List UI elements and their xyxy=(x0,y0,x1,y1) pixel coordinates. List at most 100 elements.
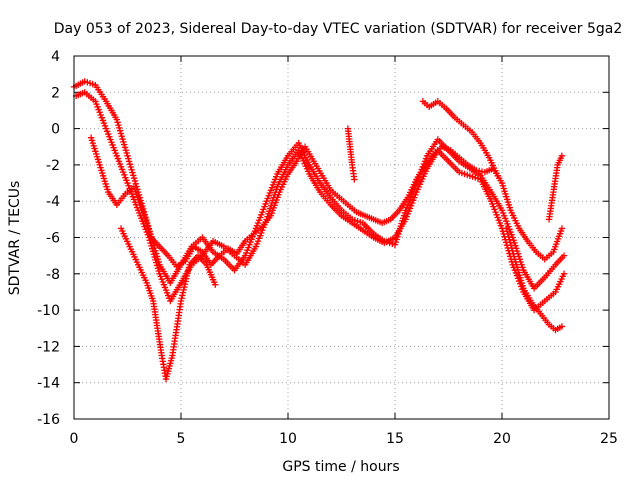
series-track-1 xyxy=(70,78,568,292)
data-point xyxy=(113,116,120,123)
data-point-dense xyxy=(184,269,191,277)
data-point xyxy=(494,172,501,179)
data-point-dense xyxy=(185,264,193,271)
series-track-3 xyxy=(87,134,566,270)
data-point-dense xyxy=(178,295,185,302)
x-tick-label: 20 xyxy=(493,431,511,447)
data-point-dense xyxy=(126,161,134,168)
data-point-dense xyxy=(507,242,515,249)
data-point-dense xyxy=(183,275,190,282)
plot-frame xyxy=(73,55,610,420)
y-tick-label: -4 xyxy=(46,194,60,210)
data-point-dense xyxy=(127,163,134,171)
x-tick-label: 25 xyxy=(600,431,618,447)
y-tick-label: -8 xyxy=(46,267,60,283)
series-track-7 xyxy=(503,225,566,334)
data-point xyxy=(560,270,568,277)
data-point xyxy=(212,281,219,288)
data-point xyxy=(558,225,566,232)
data-point-dense xyxy=(125,158,133,165)
data-point-dense xyxy=(185,267,192,274)
data-point-dense xyxy=(118,133,125,140)
data-point-dense xyxy=(122,147,130,154)
data-point-dense xyxy=(153,259,160,266)
chart-title: Day 053 of 2023, Sidereal Day-to-day VTE… xyxy=(54,21,623,37)
data-point-dense xyxy=(510,253,518,260)
y-tick-label: 4 xyxy=(51,49,60,65)
data-point-dense xyxy=(506,239,514,246)
data-point-dense xyxy=(179,289,187,296)
data-point-dense xyxy=(130,174,138,182)
y-tick-label: -12 xyxy=(37,339,60,355)
data-point-dense xyxy=(181,283,188,291)
y-tick-label: -2 xyxy=(46,158,60,174)
x-tick-labels: 0 5 10 15 20 25 xyxy=(70,431,618,447)
data-point-dense xyxy=(116,127,124,134)
data-point-dense xyxy=(121,144,129,151)
data-point-dense xyxy=(181,281,189,288)
series-track-4 xyxy=(117,225,219,383)
data-point-dense xyxy=(503,228,511,235)
y-tick-labels: 4 2 0 -2 -4 -6 -8 -10 -12 -14 -16 xyxy=(37,49,60,428)
data-point-dense xyxy=(506,236,513,243)
data-point-dense xyxy=(130,172,137,179)
data-point-dense xyxy=(155,267,162,275)
data-point-dense xyxy=(508,244,515,252)
data-point-dense xyxy=(121,141,128,148)
y-tick-label: -6 xyxy=(46,231,60,247)
data-point-dense xyxy=(153,262,161,269)
x-axis-label: GPS time / hours xyxy=(282,459,399,475)
data-point-dense xyxy=(131,177,139,185)
series-track-5 xyxy=(344,125,358,183)
data-point-dense xyxy=(152,256,159,264)
grid xyxy=(74,56,609,419)
data-point-dense xyxy=(123,149,130,157)
data-point-dense xyxy=(149,248,157,255)
data-point-dense xyxy=(179,292,186,299)
data-point-dense xyxy=(125,155,132,162)
series-track-6 xyxy=(419,98,501,179)
data-point-dense xyxy=(180,286,187,294)
y-tick-label: 2 xyxy=(51,85,60,101)
data-point-dense xyxy=(129,169,136,176)
data-point-dense xyxy=(510,250,517,257)
data-point xyxy=(177,297,185,305)
data-point-dense xyxy=(148,242,155,250)
x-tick-label: 5 xyxy=(177,431,186,447)
data-point-dense xyxy=(114,119,121,126)
data-point-dense xyxy=(116,124,123,132)
data-point-dense xyxy=(504,230,512,238)
x-tick-label: 15 xyxy=(386,431,404,447)
data-point-dense xyxy=(183,272,191,280)
y-tick-label: -10 xyxy=(37,303,60,319)
data-point-dense xyxy=(182,278,189,285)
y-tick-label: -16 xyxy=(37,412,60,428)
data-point-dense xyxy=(154,265,162,272)
data-point-dense xyxy=(117,130,125,137)
y-tick-label: -14 xyxy=(37,376,60,392)
y-tick-label: 0 xyxy=(51,122,60,138)
data-point-dense xyxy=(151,253,158,261)
data-point xyxy=(558,323,566,330)
data-point-dense xyxy=(128,166,135,173)
data-point-dense xyxy=(148,245,156,252)
data-point-dense xyxy=(115,121,122,129)
x-tick-label: 0 xyxy=(70,431,79,447)
data-point xyxy=(560,252,568,259)
data-point-dense xyxy=(146,237,153,244)
data-point xyxy=(558,152,566,160)
data-point xyxy=(503,225,510,232)
series-track-8 xyxy=(545,152,566,223)
data-point-dense xyxy=(150,251,158,258)
x-tick-label: 10 xyxy=(279,431,297,447)
data-point-dense xyxy=(147,239,154,247)
y-axis-label: SDTVAR / TECUs xyxy=(7,181,23,296)
data-point-dense xyxy=(120,138,127,146)
data-point-dense xyxy=(509,247,516,255)
data-point xyxy=(124,152,131,160)
data-point-dense xyxy=(505,233,512,241)
data-point xyxy=(351,176,358,183)
data-points xyxy=(70,78,568,383)
